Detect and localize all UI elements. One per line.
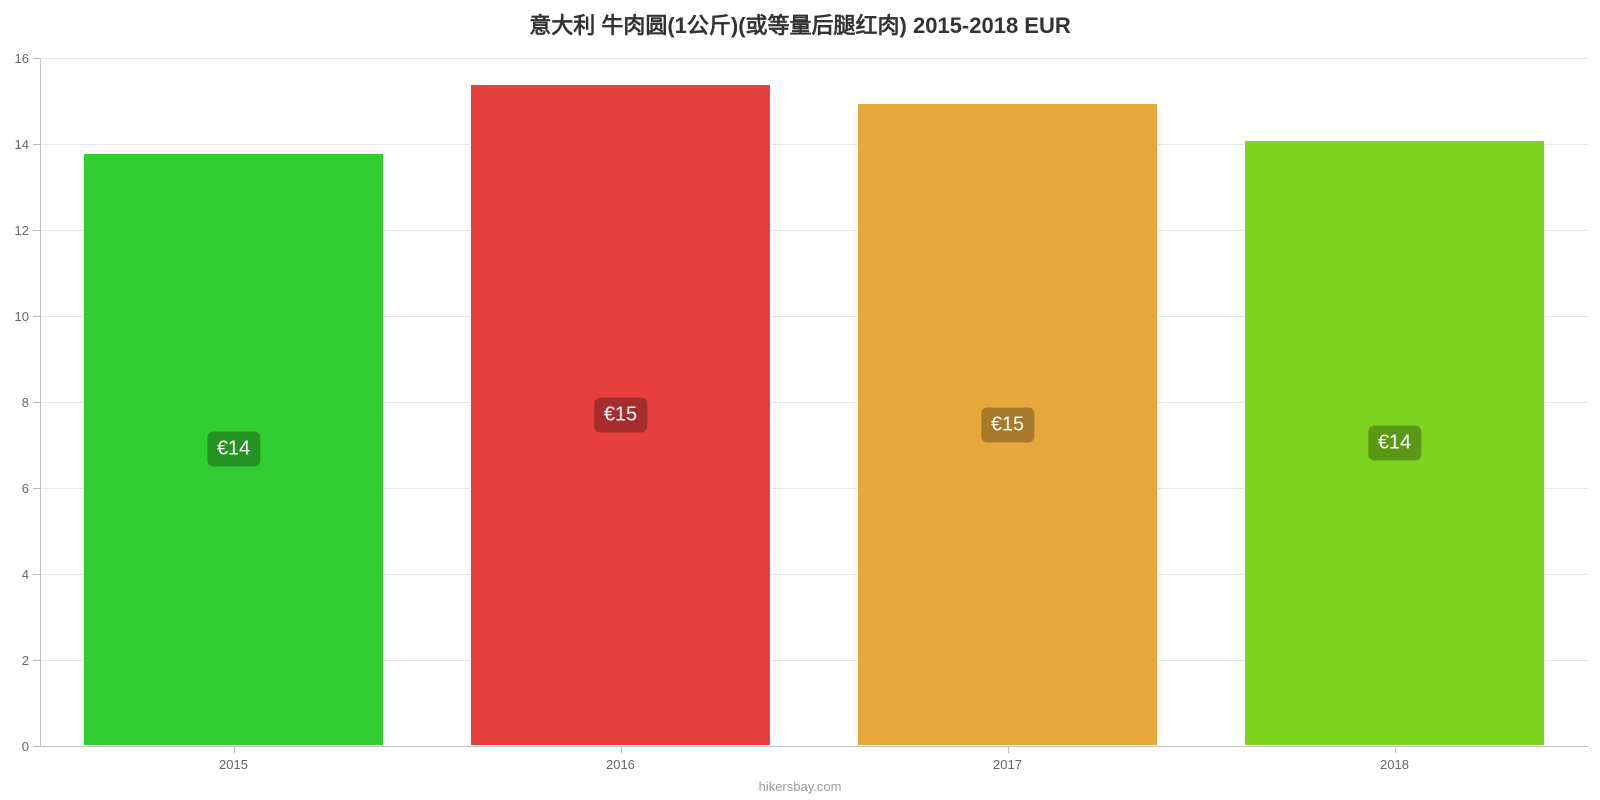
x-tick-label: 2017 <box>993 757 1022 772</box>
chart-container: 意大利 牛肉圆(1公斤)(或等量后腿红肉) 2015-2018 EUR 0246… <box>0 0 1600 800</box>
bar-value-label: €15 <box>981 407 1034 442</box>
x-tick-label: 2016 <box>606 757 635 772</box>
grid-line <box>40 58 1588 59</box>
y-tick-mark <box>33 746 40 747</box>
x-tick-mark <box>234 746 235 753</box>
x-axis-line <box>40 746 1588 747</box>
y-tick-mark <box>33 660 40 661</box>
x-tick-mark <box>1008 746 1009 753</box>
bar-value-label: €14 <box>207 432 260 467</box>
y-tick-label: 4 <box>0 567 29 582</box>
y-tick-mark <box>33 58 40 59</box>
y-tick-label: 16 <box>0 51 29 66</box>
y-tick-label: 6 <box>0 481 29 496</box>
bar-value-label: €14 <box>1368 425 1421 460</box>
source-text: hikersbay.com <box>0 779 1600 794</box>
y-tick-mark <box>33 488 40 489</box>
y-tick-label: 0 <box>0 739 29 754</box>
y-tick-mark <box>33 144 40 145</box>
y-tick-mark <box>33 230 40 231</box>
y-tick-label: 14 <box>0 137 29 152</box>
y-axis-line <box>40 58 41 746</box>
y-tick-label: 8 <box>0 395 29 410</box>
x-tick-label: 2018 <box>1380 757 1409 772</box>
y-tick-label: 10 <box>0 309 29 324</box>
y-tick-label: 2 <box>0 653 29 668</box>
x-tick-label: 2015 <box>219 757 248 772</box>
y-tick-label: 12 <box>0 223 29 238</box>
y-tick-mark <box>33 316 40 317</box>
y-tick-mark <box>33 574 40 575</box>
x-tick-mark <box>621 746 622 753</box>
bar-value-label: €15 <box>594 397 647 432</box>
y-tick-mark <box>33 402 40 403</box>
chart-title: 意大利 牛肉圆(1公斤)(或等量后腿红肉) 2015-2018 EUR <box>0 8 1600 40</box>
plot-area: 0246810121416€142015€152016€152017€14201… <box>40 58 1588 746</box>
x-tick-mark <box>1395 746 1396 753</box>
